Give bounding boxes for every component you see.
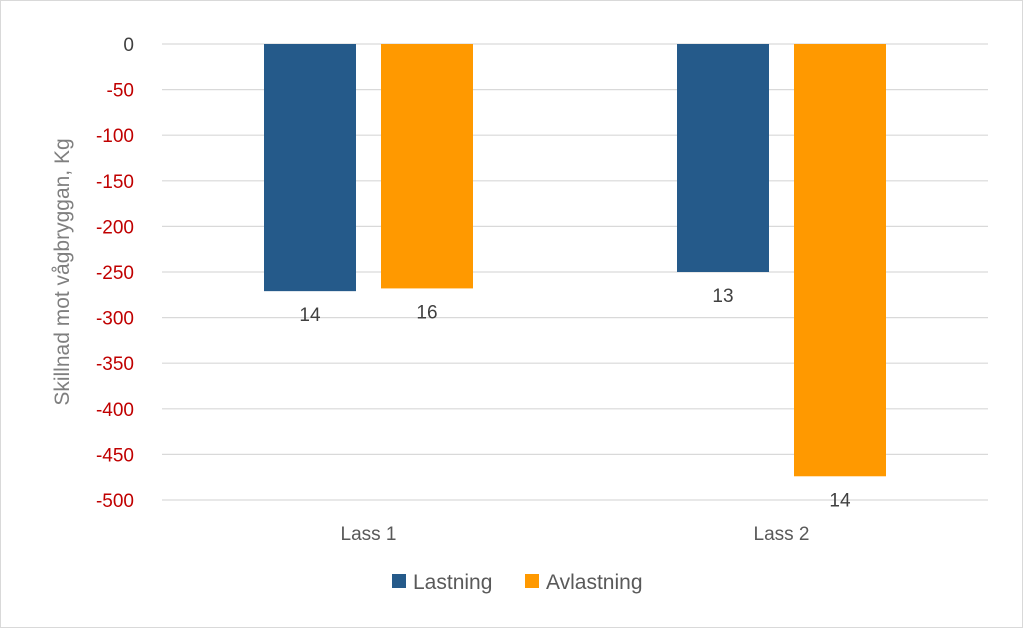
x-tick-label: Lass 2 — [754, 524, 810, 545]
legend-swatch — [392, 574, 406, 588]
legend-label: Lastning — [413, 571, 492, 594]
y-tick-label: -50 — [107, 81, 134, 102]
y-tick-label: -300 — [96, 309, 134, 330]
bar — [677, 44, 769, 272]
y-tick-label: -500 — [96, 491, 134, 512]
y-tick-label: -250 — [96, 263, 134, 284]
y-tick-label: -200 — [96, 217, 134, 238]
x-tick-label: Lass 1 — [341, 524, 397, 545]
y-axis-ticks: 0 -50 -100 -150 -200 -250 -300 -350 -400 -450 -500 — [96, 35, 134, 512]
y-tick-label: -450 — [96, 445, 134, 466]
x-axis-ticks: Lass 1 Lass 2 — [341, 524, 810, 545]
bar — [381, 44, 473, 289]
bar — [794, 44, 886, 477]
data-label: 13 — [712, 286, 733, 307]
y-tick-label: -350 — [96, 354, 134, 375]
legend-label: Avlastning — [546, 571, 643, 594]
y-tick-label: -400 — [96, 400, 134, 421]
data-label: 14 — [299, 305, 321, 326]
bars — [264, 44, 886, 477]
y-tick-label: 0 — [123, 35, 134, 56]
data-label: 14 — [829, 490, 851, 511]
legend: Lastning Avlastning — [392, 571, 643, 594]
y-tick-label: -150 — [96, 172, 134, 193]
legend-swatch — [525, 574, 539, 588]
y-axis-label: Skillnad mot vågbryggan, Kg — [51, 138, 74, 405]
data-labels: 14 16 13 14 — [299, 286, 851, 511]
y-tick-label: -100 — [96, 126, 134, 147]
bar — [264, 44, 356, 292]
data-label: 16 — [416, 302, 437, 323]
